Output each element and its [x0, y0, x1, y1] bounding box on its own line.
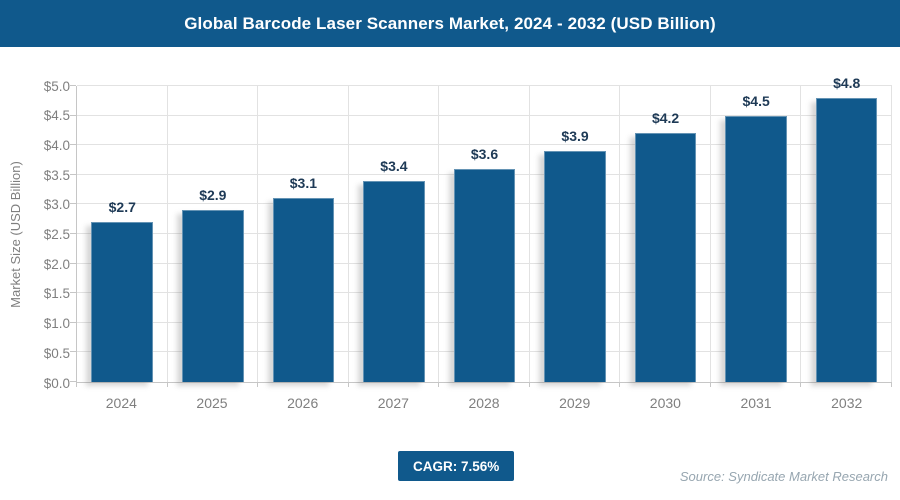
y-axis-tick-label: $2.5	[43, 226, 70, 242]
source-attribution: Source: Syndicate Market Research	[679, 469, 888, 484]
horizontal-gridline	[77, 85, 892, 86]
x-axis-category-label: 2029	[559, 395, 591, 411]
vertical-gridline	[709, 86, 711, 382]
bar-value-label: $3.4	[380, 157, 408, 174]
bar-2031	[725, 115, 787, 382]
horizontal-gridline	[77, 114, 892, 116]
y-axis-tick-label: $4.0	[43, 137, 70, 153]
x-axis-category-label: 2025	[196, 395, 228, 411]
plot-area: $2.7 $2.9 $3.1 $3.4 $3.6 $3.9 $4.2 $4.5 $4.8	[70, 76, 892, 387]
x-axis-category-label: 2026	[287, 395, 319, 411]
y-axis-tick	[70, 144, 76, 146]
y-axis-tick-label: $0.0	[43, 375, 70, 391]
bar-2030	[634, 133, 697, 382]
x-axis-category-label: 2027	[377, 395, 409, 411]
vertical-gridline	[800, 86, 802, 382]
bar-2025	[182, 210, 244, 382]
x-axis-tick	[76, 382, 77, 387]
y-axis-tick	[70, 351, 76, 353]
x-axis-category-labels: 2024 2025 2026 2027 2028 2029 2030 2031 2032	[76, 395, 892, 413]
chart-header: Global Barcode Laser Scanners Market, 20…	[0, 0, 900, 47]
x-axis-tick	[528, 382, 530, 387]
x-axis-category-label: 2030	[649, 395, 681, 411]
bar-2032	[815, 97, 878, 382]
y-axis-tick	[70, 203, 76, 205]
bar-value-label: $2.9	[199, 187, 227, 204]
bar-value-label: $4.2	[651, 110, 680, 127]
x-axis-tick	[166, 382, 168, 387]
bar-value-label: $3.9	[561, 128, 589, 145]
x-axis-tick	[347, 382, 349, 387]
x-axis-tick	[257, 382, 259, 387]
vertical-gridline	[347, 86, 349, 382]
y-axis-tick-label: $1.5	[43, 286, 70, 302]
y-axis-tick	[70, 321, 76, 323]
x-axis-category-label: 2028	[468, 395, 500, 411]
y-axis-tick-label: $2.0	[43, 256, 70, 272]
bar-2029	[544, 151, 606, 382]
x-axis-tick	[800, 382, 802, 387]
y-axis-tick-label: $1.0	[43, 315, 70, 331]
cagr-badge: CAGR: 7.56%	[398, 451, 515, 481]
y-axis-tick-labels: $0.0 $0.5 $1.0 $1.5 $2.0 $2.5 $3.0 $3.5 $4.0 $4.5…	[8, 79, 70, 389]
y-axis-tick-label: $4.5	[43, 107, 70, 123]
bar-value-label: $4.5	[742, 92, 770, 109]
y-axis-tick-label: $0.5	[43, 345, 70, 361]
bar-2027	[363, 180, 425, 382]
bar-value-label: $3.1	[289, 175, 317, 192]
vertical-gridline	[891, 86, 892, 382]
horizontal-gridline	[77, 144, 892, 146]
bar-2028	[453, 168, 516, 382]
y-axis-tick-label: $3.5	[43, 167, 70, 183]
y-axis-tick	[70, 233, 76, 234]
y-axis-tick	[70, 292, 76, 294]
x-axis-tick	[709, 382, 711, 387]
vertical-gridline	[619, 86, 621, 382]
cagr-badge-label: CAGR: 7.56%	[413, 458, 500, 474]
vertical-gridline	[166, 86, 168, 382]
y-axis-tick	[70, 114, 76, 116]
bar-value-label: $4.8	[833, 74, 861, 91]
x-axis-tick	[619, 382, 621, 387]
vertical-gridline	[528, 86, 530, 382]
vertical-gridline	[438, 86, 440, 382]
x-axis-category-label: 2032	[831, 395, 863, 411]
y-axis-tick	[70, 173, 76, 175]
bar-value-label: $2.7	[108, 199, 136, 216]
y-axis-tick	[70, 262, 76, 264]
x-axis-tick	[891, 382, 892, 387]
vertical-gridline	[257, 86, 259, 382]
bar-value-label: $3.6	[470, 145, 499, 162]
x-axis-category-label: 2031	[740, 395, 772, 411]
y-axis-tick	[70, 381, 76, 382]
y-axis-tick	[70, 85, 76, 86]
bar-2024	[91, 222, 154, 382]
y-axis-tick-label: $3.0	[43, 197, 70, 213]
bar-2026	[272, 198, 335, 382]
y-axis-tick-label: $5.0	[43, 78, 70, 94]
chart-title: Global Barcode Laser Scanners Market, 20…	[184, 13, 716, 33]
x-axis-tick	[438, 382, 440, 387]
x-axis-category-label: 2024	[105, 395, 137, 411]
